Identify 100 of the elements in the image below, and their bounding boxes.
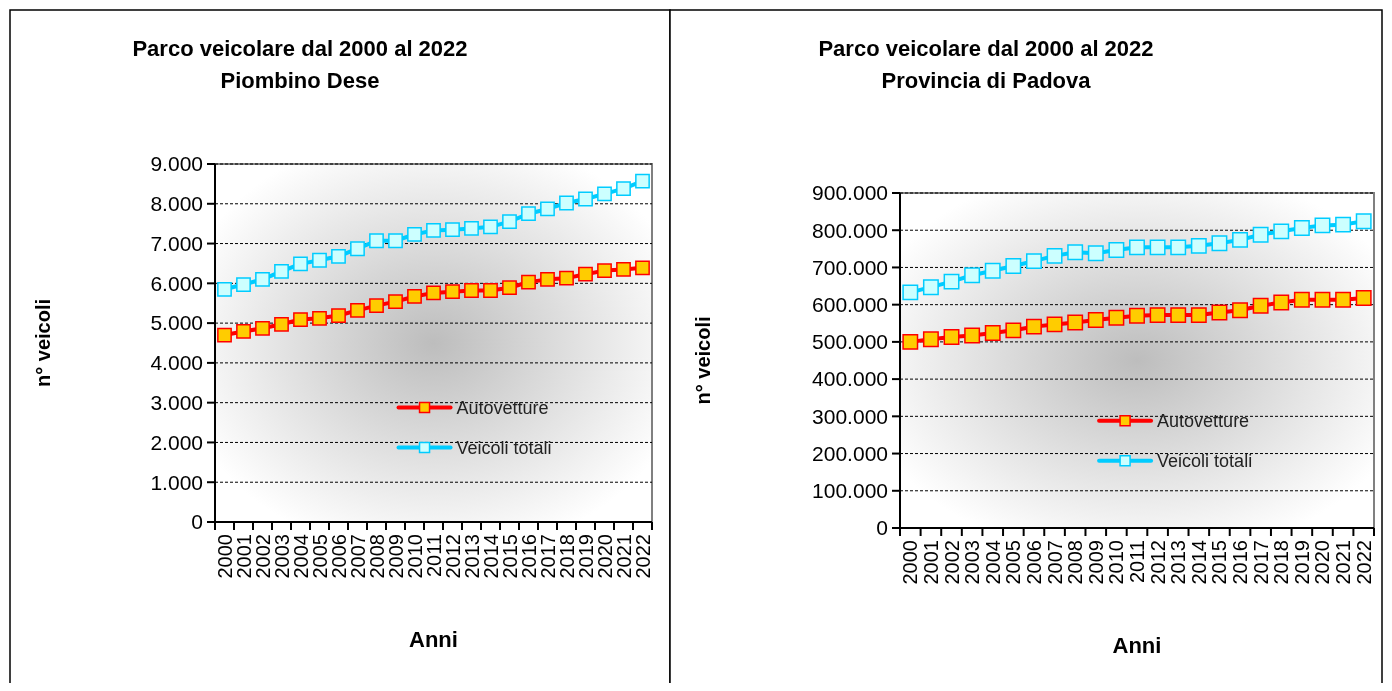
- point: [1108, 309, 1125, 326]
- legend-label: Veicoli totali: [1157, 451, 1253, 472]
- x-tick-label: 2003: [961, 540, 984, 585]
- x-tick-label: 2013: [1167, 540, 1190, 585]
- x-tick-label: 2016: [1229, 540, 1252, 585]
- point: [426, 285, 441, 301]
- point: [1232, 231, 1249, 248]
- point: [964, 327, 981, 344]
- y-tick-label: 700.000: [812, 255, 888, 279]
- y-tick-label: 2.000: [150, 430, 203, 454]
- point: [922, 331, 939, 348]
- point: [502, 280, 517, 296]
- point: [1149, 307, 1166, 324]
- point: [1067, 244, 1084, 261]
- point: [1314, 291, 1331, 308]
- point: [274, 264, 289, 279]
- x-tick-label: 2008: [1064, 540, 1087, 585]
- point: [388, 294, 403, 310]
- x-tick-label: 2002: [940, 540, 963, 585]
- point: [350, 241, 365, 257]
- point: [502, 214, 517, 230]
- x-tick-label: 2004: [981, 540, 1004, 585]
- point: [1046, 316, 1063, 333]
- x-tick-label: 2022: [1352, 540, 1375, 585]
- point: [1025, 253, 1042, 270]
- point: [236, 277, 251, 292]
- point: [1129, 239, 1145, 256]
- point: [1129, 307, 1145, 324]
- y-tick-label: 7.000: [150, 231, 203, 255]
- point: [1046, 247, 1063, 264]
- y-tick-label: 0: [876, 516, 888, 540]
- point: [1293, 220, 1310, 236]
- y-tick-label: 300.000: [812, 404, 888, 428]
- x-tick-label: 2010: [1105, 540, 1128, 585]
- y-tick-label: 6.000: [150, 271, 203, 295]
- x-tick-label: 2014: [1187, 540, 1210, 585]
- point: [312, 252, 327, 268]
- x-tick-label: 2005: [1002, 540, 1025, 585]
- legend-label: Veicoli totali: [456, 437, 552, 458]
- x-axis-title: Anni: [409, 627, 458, 652]
- point: [255, 320, 270, 336]
- point: [1232, 302, 1249, 319]
- y-tick-label: 600.000: [812, 293, 888, 317]
- legend-label: Autovetture: [456, 397, 549, 418]
- point: [1025, 318, 1042, 335]
- point: [616, 181, 631, 197]
- point: [1108, 241, 1125, 258]
- point: [236, 324, 251, 339]
- point: [1087, 311, 1104, 328]
- point: [445, 222, 460, 238]
- x-tick-label: 2017: [1249, 540, 1272, 585]
- point: [964, 267, 981, 284]
- point: [331, 308, 346, 323]
- y-tick-label: 9.000: [150, 152, 203, 176]
- y-tick-label: 5.000: [150, 311, 203, 335]
- chart-subtitle: Provincia di Padova: [881, 68, 1092, 93]
- point: [1190, 307, 1207, 324]
- point: [578, 266, 593, 282]
- x-tick-label: 2021: [1332, 540, 1355, 585]
- chart-title: Parco veicolare dal 2000 al 2022: [818, 36, 1154, 61]
- point: [407, 289, 422, 304]
- y-axis-title: n° veicoli: [32, 298, 54, 388]
- chart-subtitle: Piombino Dese: [220, 68, 380, 93]
- point: [1005, 322, 1022, 339]
- point: [984, 324, 1001, 341]
- y-tick-label: 400.000: [812, 367, 888, 391]
- point: [540, 271, 555, 287]
- x-tick-label: 2019: [1290, 540, 1313, 585]
- point: [255, 271, 270, 287]
- y-tick-label: 800.000: [812, 218, 888, 242]
- point: [331, 248, 346, 264]
- point: [369, 298, 384, 314]
- y-tick-label: 8.000: [150, 192, 203, 216]
- point: [388, 233, 403, 249]
- point: [521, 206, 536, 222]
- point: [635, 173, 650, 189]
- point: [464, 283, 479, 298]
- point: [1273, 223, 1290, 240]
- point: [1170, 307, 1187, 324]
- point: [984, 262, 1001, 279]
- point: [1273, 294, 1290, 311]
- point: [1252, 226, 1269, 243]
- point: [1170, 239, 1187, 256]
- point: [1293, 291, 1310, 308]
- point: [1335, 216, 1352, 233]
- y-tick-label: 500.000: [812, 330, 888, 354]
- y-tick-label: 1.000: [150, 470, 203, 494]
- point: [293, 312, 308, 327]
- x-tick-label: 2007: [1043, 540, 1066, 585]
- point: [943, 273, 960, 290]
- point: [407, 227, 422, 242]
- point: [1335, 291, 1352, 308]
- point: [902, 333, 919, 350]
- y-tick-label: 200.000: [812, 441, 888, 465]
- point: [1355, 290, 1372, 306]
- point: [559, 270, 574, 286]
- x-tick-label: 2006: [1022, 540, 1045, 585]
- point: [217, 327, 232, 343]
- point: [274, 316, 289, 332]
- x-tick-label: 2000: [899, 540, 922, 585]
